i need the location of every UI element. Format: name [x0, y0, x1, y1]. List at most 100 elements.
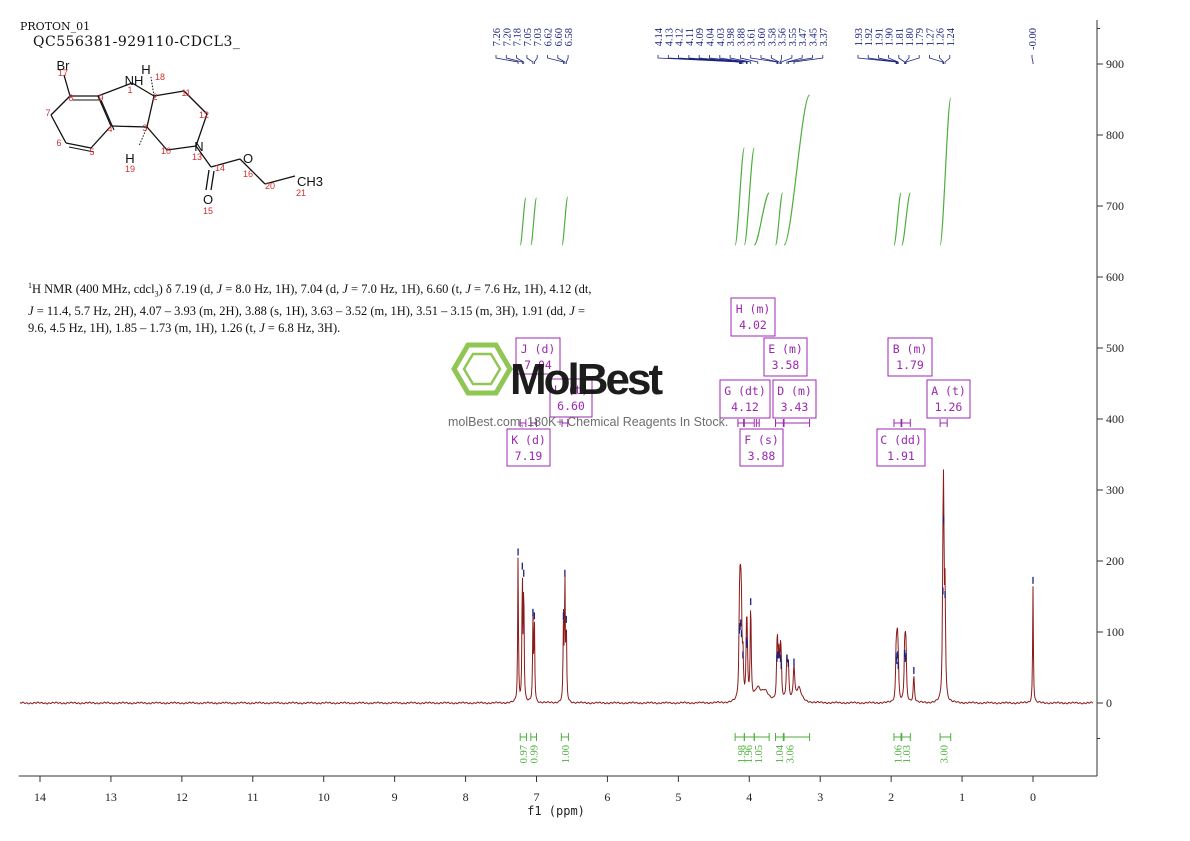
integral-value: 3.00	[940, 745, 951, 763]
multiplet-boxes: J (d) 7.04L (t) 6.60 K (d) 7.19 H (m) 4.02E (m…	[506, 297, 971, 467]
peak-label-connector	[547, 55, 564, 64]
bond	[210, 158, 241, 168]
y-tick-label: 800	[1106, 128, 1124, 142]
bond	[97, 95, 112, 127]
atom-number: 6	[56, 138, 61, 148]
description-fragment: J	[569, 303, 575, 318]
peak-label-connector	[888, 55, 899, 64]
x-axis-title: f1 (ppm)	[527, 804, 585, 818]
description-fragment: J	[28, 303, 34, 318]
x-tick-label: 14	[34, 790, 46, 804]
peak-label: 4.11	[685, 28, 696, 46]
multiplet-box	[887, 337, 933, 377]
peak-label-connector	[740, 55, 759, 64]
bond	[264, 175, 296, 185]
x-tick-label: 1	[959, 790, 965, 804]
bond	[195, 113, 208, 147]
atom-number: 4	[107, 124, 112, 134]
atom-label: CH3	[297, 174, 323, 189]
spectrum	[19, 469, 1094, 705]
logo-hexagon-icon	[451, 342, 513, 396]
bond	[50, 114, 67, 144]
multiplet-shift: 1.26	[935, 400, 963, 414]
integral-value: 1.03	[902, 745, 913, 763]
peak-label-connector	[929, 55, 944, 64]
peak-label: 3.60	[757, 28, 768, 46]
integral-curve	[734, 147, 745, 246]
bond	[183, 90, 208, 115]
bond	[239, 158, 266, 185]
integral-curve	[561, 196, 569, 246]
peak-label: 1.90	[885, 28, 896, 46]
nmr-description: 1H NMR (400 MHz, cdcl3) δ 7.19 (d, J = 8…	[28, 277, 598, 337]
integral-value: 0.99	[530, 745, 541, 763]
peak-label: 4.03	[716, 28, 727, 46]
peak-label: 7.03	[533, 28, 544, 46]
integral-curve	[939, 97, 952, 246]
atom-label: O	[243, 151, 253, 166]
peak-label-connector	[786, 55, 803, 64]
peak-label: 4.09	[695, 28, 706, 46]
multiplet-box	[926, 379, 971, 419]
multiplet-box	[506, 428, 551, 467]
x-tick-label: 6	[604, 790, 610, 804]
atom-number: 5	[89, 147, 94, 157]
integral-value: 3.06	[786, 745, 797, 763]
peak-label-connector	[526, 55, 534, 64]
integral-values: 0.97 0.99 1.00 1.981.961.05 1.04 3.06 1.061.03…	[519, 733, 952, 763]
peak-label: 1.27	[925, 28, 936, 46]
peak-label: 1.79	[915, 28, 926, 46]
peak-label: -0.00	[1028, 28, 1039, 50]
integral-value: 1.04	[775, 744, 786, 763]
y-tick-label: 300	[1106, 483, 1124, 497]
bond	[50, 95, 71, 116]
peak-label-connector	[495, 55, 519, 64]
description-fragment: J	[216, 282, 223, 297]
x-tick-label: 5	[675, 790, 681, 804]
x-tick-label: 4	[746, 790, 752, 804]
multiplet-box	[730, 297, 776, 337]
x-tick-label: 10	[318, 790, 330, 804]
x-tick-label: 12	[176, 790, 188, 804]
multiplet-shift: 3.88	[748, 449, 776, 463]
bond	[146, 95, 155, 128]
peak-label-connector	[688, 55, 742, 64]
multiplet-shift: 7.19	[515, 449, 543, 463]
multiplet-box	[515, 337, 561, 375]
bond	[166, 145, 197, 151]
description-fragment: = 7.0 Hz, 1H), 6.60 (t,	[347, 282, 466, 297]
double-bond	[68, 146, 95, 153]
integral-curve	[753, 192, 770, 246]
atom-number: 17	[58, 68, 68, 78]
peak-label-connector	[793, 55, 824, 64]
integral-value: 1.06	[894, 745, 905, 763]
integral-curve	[783, 94, 811, 246]
y-tick-label: 0	[1106, 696, 1112, 710]
y-tick-label: 200	[1106, 554, 1124, 568]
watermark-tagline: molBest.com, 180K+ Chemical Reagents In …	[448, 415, 728, 429]
peak-label: 6.62	[544, 28, 555, 46]
integral-curve	[530, 197, 538, 246]
atom-number: 3	[142, 123, 147, 133]
peak-label-connector	[780, 55, 793, 64]
peak-label: 3.55	[788, 28, 799, 46]
description-fragment: = 7.6 Hz, 1H), 4.12 (dt,	[470, 282, 592, 297]
atom-label: Br	[57, 58, 71, 73]
multiplet-name: G (dt)	[724, 384, 766, 398]
bond	[65, 142, 92, 149]
peak-label: 6.58	[564, 28, 575, 46]
description-fragment: = 6.8 Hz, 3H).	[264, 320, 341, 335]
peak-label: 4.04	[706, 27, 717, 46]
description-fragment: 1	[28, 281, 32, 290]
multiplet-box	[772, 379, 817, 419]
peak-label-connector	[770, 55, 780, 64]
multiplet-name: C (dd)	[880, 433, 922, 447]
peak-label-connector	[709, 55, 747, 64]
atom-number: 11	[181, 88, 190, 98]
atom-number: 10	[161, 146, 171, 156]
peak-label-connector	[678, 55, 742, 64]
peak-label-connector	[760, 55, 779, 64]
bond	[195, 145, 212, 168]
